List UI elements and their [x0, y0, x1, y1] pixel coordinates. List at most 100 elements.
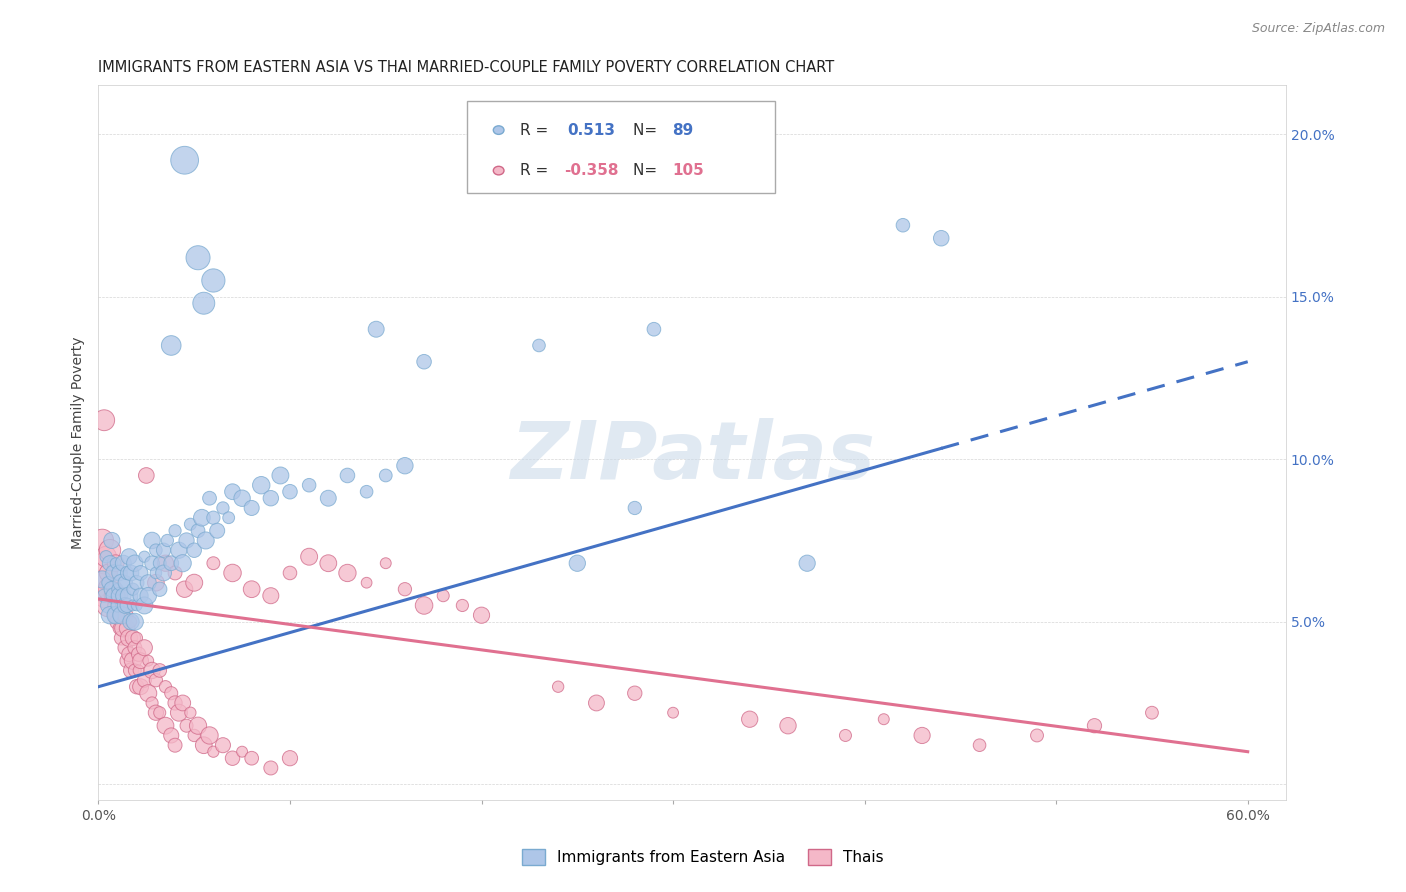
Point	[104, 556, 127, 570]
Point	[141, 696, 163, 710]
Text: ZIPatlas: ZIPatlas	[510, 418, 875, 496]
Point	[145, 575, 167, 590]
Point	[91, 573, 114, 587]
Point	[124, 664, 146, 678]
Point	[179, 517, 201, 532]
Point	[110, 608, 132, 623]
Point	[122, 582, 145, 597]
Text: IMMIGRANTS FROM EASTERN ASIA VS THAI MARRIED-COUPLE FAMILY POVERTY CORRELATION C: IMMIGRANTS FROM EASTERN ASIA VS THAI MAR…	[98, 60, 835, 75]
Point	[911, 729, 934, 743]
Text: 105: 105	[672, 163, 704, 178]
Point	[250, 478, 273, 492]
Point	[152, 543, 174, 558]
Point	[194, 533, 217, 548]
Point	[172, 696, 194, 710]
Point	[155, 719, 177, 733]
Point	[115, 621, 138, 635]
Point	[191, 510, 214, 524]
Point	[112, 599, 135, 613]
Point	[165, 738, 187, 752]
Point	[114, 599, 136, 613]
Point	[115, 566, 138, 580]
Point	[107, 589, 129, 603]
Point	[136, 686, 159, 700]
Point	[1026, 729, 1049, 743]
Point	[134, 673, 156, 688]
Point	[662, 706, 685, 720]
Point	[202, 273, 225, 287]
Point	[122, 599, 145, 613]
Point	[221, 751, 243, 765]
Point	[929, 231, 952, 245]
Point	[125, 680, 148, 694]
Point	[167, 543, 190, 558]
Point	[93, 589, 115, 603]
Point	[834, 729, 856, 743]
Point	[176, 533, 198, 548]
Point	[93, 556, 115, 570]
Point	[160, 556, 183, 570]
Point	[149, 582, 172, 597]
Point	[167, 706, 190, 720]
Point	[183, 575, 205, 590]
Point	[112, 556, 135, 570]
Point	[101, 533, 124, 548]
Point	[212, 738, 235, 752]
Point	[128, 664, 150, 678]
Point	[240, 751, 263, 765]
Point	[796, 556, 818, 570]
Point	[183, 543, 205, 558]
Point	[198, 729, 221, 743]
Point	[103, 582, 125, 597]
Point	[141, 533, 163, 548]
Point	[156, 533, 179, 548]
Point	[101, 566, 124, 580]
Point	[193, 296, 215, 310]
Point	[1083, 719, 1105, 733]
Point	[152, 566, 174, 580]
Point	[187, 524, 209, 538]
Point	[776, 719, 799, 733]
Ellipse shape	[494, 166, 503, 175]
Point	[316, 556, 339, 570]
Point	[269, 468, 291, 483]
Point	[94, 549, 117, 564]
Point	[124, 640, 146, 655]
Text: N=: N=	[633, 163, 662, 178]
Point	[969, 738, 991, 752]
Point	[278, 566, 301, 580]
Point	[394, 458, 416, 473]
Point	[129, 566, 152, 580]
Point	[187, 251, 209, 265]
Point	[187, 719, 209, 733]
Point	[356, 575, 378, 590]
Point	[118, 589, 141, 603]
Point	[110, 631, 132, 645]
Point	[278, 751, 301, 765]
Point	[91, 533, 114, 548]
Point	[205, 524, 228, 538]
Point	[97, 575, 120, 590]
Point	[1140, 706, 1163, 720]
Point	[160, 729, 183, 743]
Point	[260, 589, 283, 603]
Text: R =: R =	[520, 122, 553, 137]
Point	[104, 608, 127, 623]
Point	[179, 706, 201, 720]
Point	[93, 413, 115, 427]
Point	[101, 582, 124, 597]
Point	[260, 491, 283, 506]
Point	[120, 664, 142, 678]
Point	[107, 582, 129, 597]
Point	[108, 599, 131, 613]
Point	[374, 556, 396, 570]
Point	[145, 566, 167, 580]
Point	[738, 712, 761, 726]
Point	[623, 500, 645, 515]
Point	[129, 654, 152, 668]
Point	[623, 686, 645, 700]
Point	[103, 566, 125, 580]
Point	[124, 615, 146, 629]
Point	[316, 491, 339, 506]
Point	[125, 575, 148, 590]
